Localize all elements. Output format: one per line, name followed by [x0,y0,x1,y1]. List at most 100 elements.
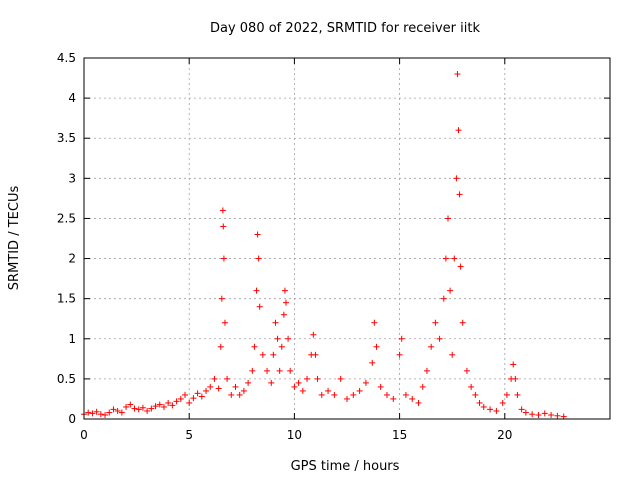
x-tick-label: 20 [497,428,512,442]
y-tick-label: 4 [68,91,76,105]
data-point [97,411,104,418]
plot-frame [83,57,611,420]
data-point [440,295,447,302]
data-point [529,411,536,418]
data-point [535,411,542,418]
data-point [432,319,439,326]
data-point [148,405,155,412]
data-point [272,319,279,326]
y-tick-label: 4.5 [57,51,76,65]
data-point [264,367,271,374]
data-point [548,411,555,418]
data-point [221,319,228,326]
data-point [232,383,239,390]
data-point [299,387,306,394]
data-point [373,343,380,350]
data-point [314,375,321,382]
y-tick-label: 2 [68,252,76,266]
x-tick-label: 5 [185,428,193,442]
data-point [454,71,461,78]
data-point [203,387,210,394]
data-point [455,127,462,134]
data-point [331,391,338,398]
data-point [173,398,180,405]
data-point [402,391,409,398]
data-point [85,409,92,416]
y-tick-label: 0 [68,412,76,426]
y-tick-label: 0.5 [57,372,76,386]
data-point [377,383,384,390]
data-point [510,361,517,368]
data-point [390,395,397,402]
data-point [459,319,466,326]
data-point [93,408,100,415]
data-point [318,391,325,398]
data-point [255,255,262,262]
data-point [274,335,281,342]
data-point [228,391,235,398]
data-point [198,393,205,400]
data-point [253,287,260,294]
data-point [287,367,294,374]
data-point [160,403,167,410]
data-point [447,287,454,294]
data-point [127,401,134,408]
x-tick-label: 10 [287,428,302,442]
data-point [152,403,159,410]
y-tick-label: 3.5 [57,131,76,145]
grid-layer [84,58,610,419]
data-point [383,391,390,398]
x-axis-label: GPS time / hours [291,459,400,474]
data-point [240,387,247,394]
data-point [419,383,426,390]
data-point [369,359,376,366]
x-tick-label: 0 [80,428,88,442]
data-point [249,367,256,374]
data-point [457,263,464,270]
data-point [186,399,193,406]
data-point [207,383,214,390]
data-point [144,407,151,414]
y-tick-label: 3 [68,171,76,185]
data-point [522,409,529,416]
data-point [396,351,403,358]
data-point [217,343,224,350]
data-point [310,331,317,338]
chart-title: Day 080 of 2022, SRMTID for receiver iit… [210,21,480,36]
data-point [280,311,287,318]
data-point [218,295,225,302]
data-point [118,409,125,416]
data-point [541,410,548,417]
data-point [220,223,227,230]
data-point [270,351,277,358]
data-point [139,404,146,411]
data-point [135,406,142,413]
data-point [102,411,109,418]
x-tick-label: 15 [392,428,407,442]
data-point [514,391,521,398]
ticks-layer: 0 0.5 1 1.5 2 2.5 3 3.5 4 4.5 0 5 10 15 20 [57,51,610,442]
data-point [259,351,266,358]
y-tick-label: 1 [68,332,76,346]
data-point [493,407,500,414]
data-point [415,399,422,406]
data-point [295,379,302,386]
data-point [304,375,311,382]
data-point [219,207,226,214]
data-point [220,255,227,262]
y-axis-label: SRMTID / TECUs [7,186,22,291]
data-point [409,395,416,402]
data-point [436,335,443,342]
data-point [282,299,289,306]
data-point [278,343,285,350]
data-point [177,395,184,402]
data-point [499,399,506,406]
data-point [256,303,263,310]
data-point [190,395,197,402]
data-point [476,399,483,406]
data-point [428,343,435,350]
data-point [344,395,350,402]
data-point [453,175,460,182]
data-point [194,390,201,397]
data-point [285,335,292,342]
